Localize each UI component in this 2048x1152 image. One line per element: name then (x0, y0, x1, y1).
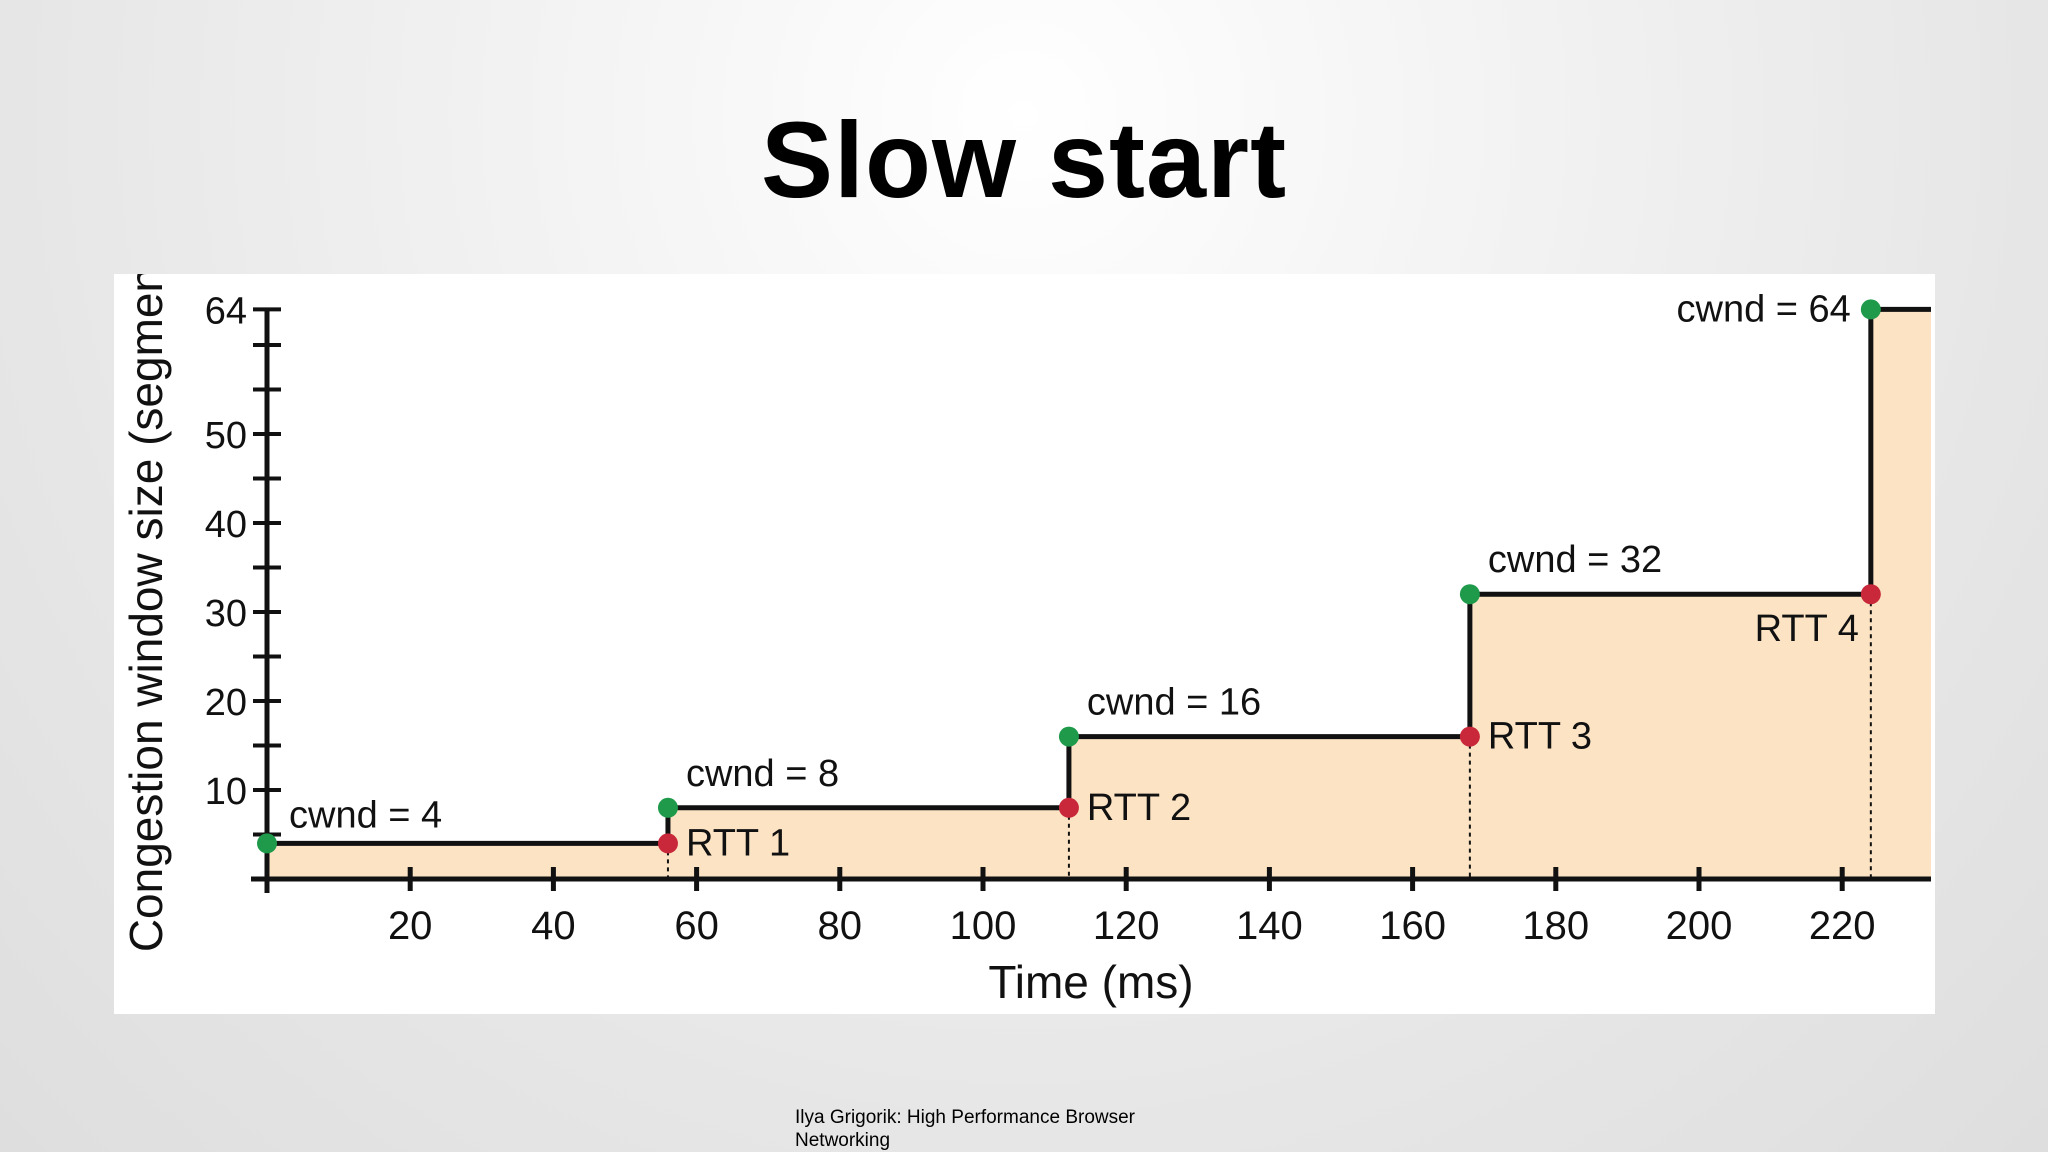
rtt-point (1459, 726, 1480, 747)
y-tick-label: 30 (205, 593, 247, 635)
cwnd-label: cwnd = 4 (289, 794, 442, 836)
x-axis-label: Time (ms) (988, 956, 1193, 1008)
cwnd-label: cwnd = 64 (1677, 288, 1851, 330)
rtt-point (657, 833, 678, 854)
rtt-label: RTT 1 (686, 822, 790, 864)
y-tick-label: 20 (205, 682, 247, 724)
rtt-label: RTT 3 (1488, 716, 1592, 758)
chart-panel: 10 20 30 40 50 64 20 40 60 80 100 120 140 160 180 200 22… (114, 274, 1935, 1014)
x-tick-label: 180 (1522, 904, 1589, 948)
slow-start-chart: 10 20 30 40 50 64 20 40 60 80 100 120 140 160 180 200 22… (120, 274, 1931, 1008)
x-tick-label: 140 (1236, 904, 1303, 948)
x-tick-label: 100 (950, 904, 1017, 948)
cwnd-point (1058, 726, 1079, 747)
y-axis-label: Congestion window size (segments) (120, 274, 172, 952)
cwnd-label: cwnd = 16 (1087, 682, 1261, 724)
x-tick-label: 80 (818, 904, 863, 948)
y-tick-label: 10 (205, 771, 247, 813)
source-citation: Ilya Grigorik: High Performance Browser … (795, 1107, 1135, 1151)
cwnd-point (657, 797, 678, 818)
x-tick-label: 20 (388, 904, 433, 948)
cwnd-point (1459, 584, 1480, 605)
cwnd-point (1860, 299, 1881, 320)
rtt-label: RTT 2 (1087, 787, 1191, 829)
slide-title: Slow start (760, 99, 1288, 220)
x-tick-label: 200 (1666, 904, 1733, 948)
x-tick-label: 160 (1379, 904, 1446, 948)
y-tick-label: 64 (205, 290, 247, 332)
rtt-point (1860, 584, 1881, 605)
y-tick-label: 50 (205, 415, 247, 457)
y-tick-label: 40 (205, 504, 247, 546)
x-tick-label: 220 (1809, 904, 1876, 948)
rtt-point (1058, 797, 1079, 818)
x-tick-label: 60 (674, 904, 719, 948)
x-tick-label: 40 (531, 904, 576, 948)
cwnd-label: cwnd = 32 (1488, 539, 1662, 581)
step-line (267, 306, 1931, 846)
cwnd-point (257, 833, 277, 854)
rtt-label: RTT 4 (1755, 608, 1859, 650)
area-fill (267, 309, 1931, 879)
cwnd-label: cwnd = 8 (686, 753, 839, 795)
x-tick-label: 120 (1093, 904, 1160, 948)
